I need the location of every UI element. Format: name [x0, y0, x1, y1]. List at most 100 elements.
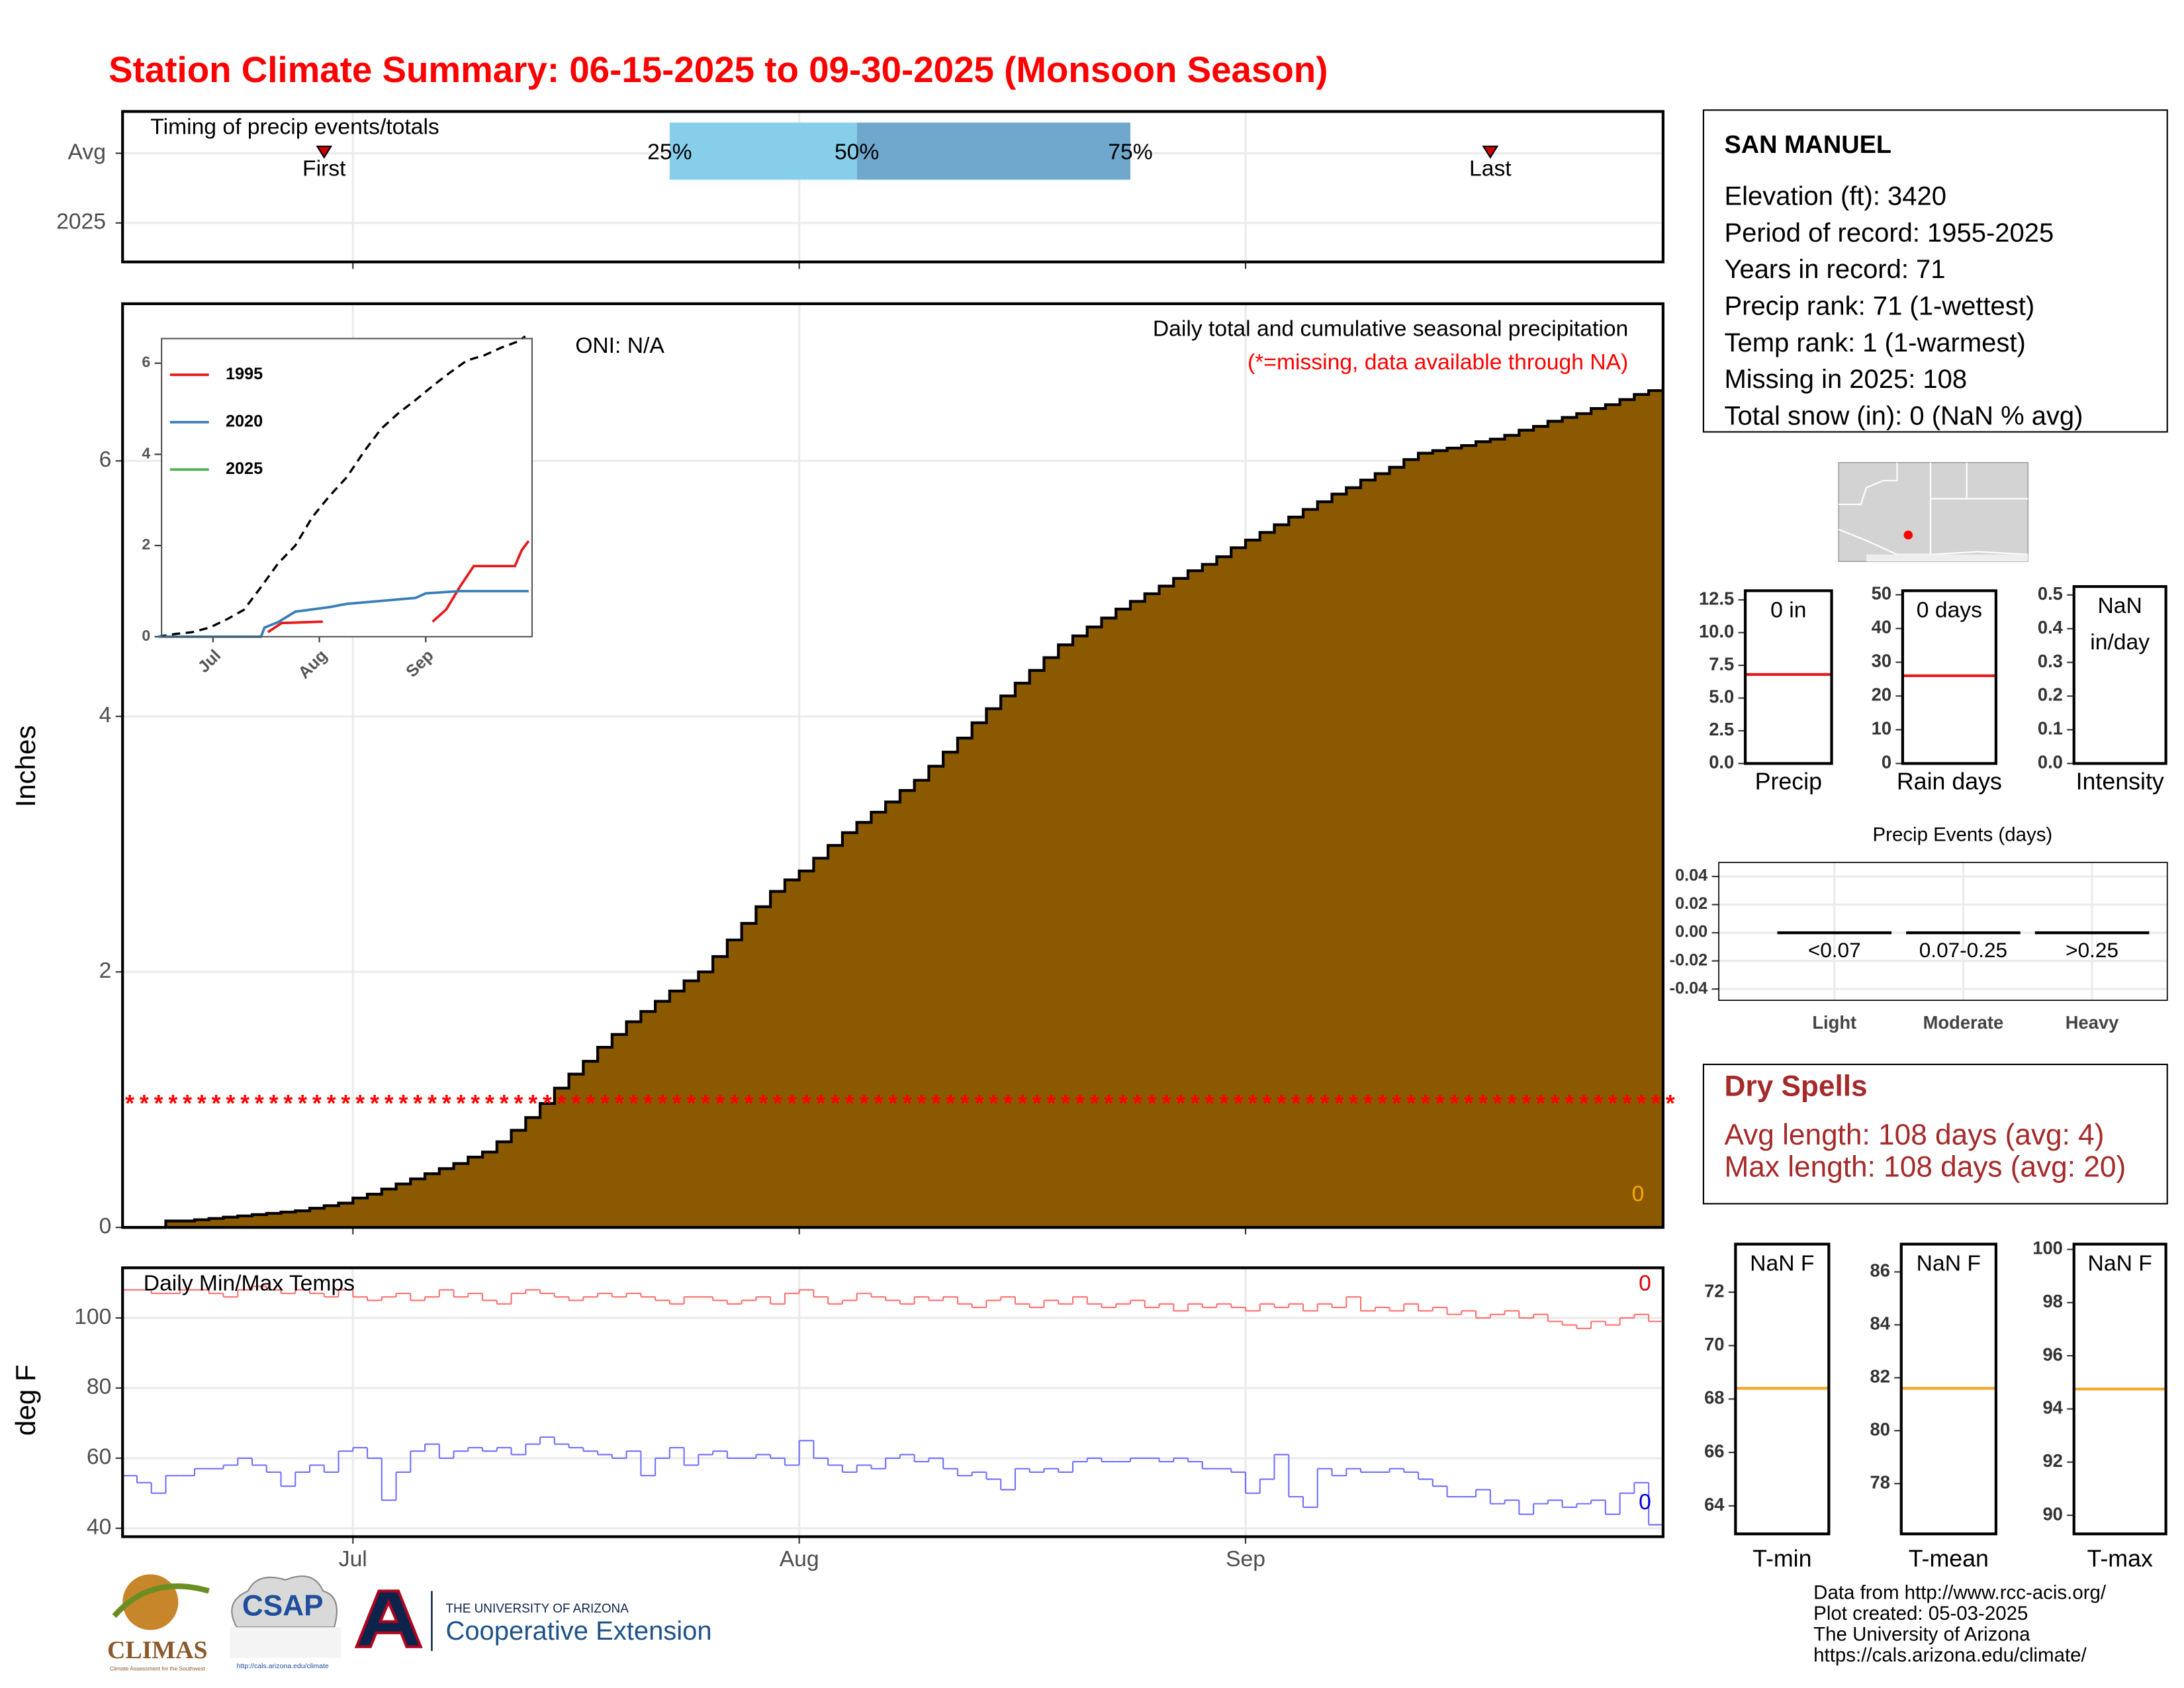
legend-label: 2020 — [226, 412, 263, 430]
cumulative-bar — [208, 1218, 224, 1228]
missing-marker: * — [1277, 1090, 1286, 1117]
missing-marker: * — [1018, 1090, 1027, 1117]
missing-marker: * — [1565, 1090, 1574, 1117]
missing-marker: * — [240, 1090, 250, 1117]
panel-bg — [1719, 862, 2167, 1001]
station-box — [1702, 109, 2168, 433]
y-tick-label: 90 — [2042, 1503, 2062, 1524]
missing-marker: * — [1320, 1090, 1330, 1117]
cumulative-bar — [1231, 547, 1246, 1228]
missing-marker: * — [514, 1090, 523, 1117]
value-label-box: 0 in — [1770, 599, 1806, 623]
row-label: Avg — [68, 140, 106, 164]
cumulative-bar — [1072, 635, 1088, 1228]
cumulative-bar — [1605, 404, 1621, 1228]
missing-marker: * — [456, 1090, 465, 1117]
panel-border — [1901, 589, 1997, 765]
cumulative-bar — [1001, 696, 1016, 1228]
y-tick-label: 0.5 — [2038, 583, 2063, 604]
x-tick-label: Jul — [339, 1547, 367, 1571]
y-tick-label: 2 — [142, 536, 150, 553]
cumulative-bar — [684, 980, 700, 1228]
series-end-label: 0 — [1639, 1271, 1651, 1295]
cumulative-bar — [1619, 399, 1635, 1228]
footer-line: Plot created: 05-03-2025 — [1813, 1603, 2028, 1624]
location-map — [1838, 462, 2029, 562]
missing-marker: * — [1032, 1090, 1042, 1117]
series-end-label: 0 — [1639, 1490, 1651, 1515]
value-label: NaN F — [1750, 1252, 1815, 1276]
category-label: Heavy — [2066, 1012, 2119, 1033]
cumulative-bar — [943, 752, 958, 1228]
missing-marker: * — [1263, 1090, 1272, 1117]
y-tick-label: 0.04 — [1675, 867, 1707, 885]
cumulative-bar — [1576, 413, 1592, 1228]
missing-marker: * — [816, 1090, 825, 1117]
y-tick-label: 0 — [1882, 752, 1891, 773]
y-tick-label: 84 — [1870, 1313, 1891, 1334]
cumulative-bar — [251, 1214, 267, 1228]
missing-marker: * — [1594, 1090, 1603, 1117]
missing-marker: * — [1148, 1090, 1157, 1117]
climas-logo-text: CLIMAS — [107, 1636, 208, 1664]
missing-marker: * — [1003, 1090, 1013, 1117]
cumulative-bar — [554, 1088, 570, 1228]
missing-marker: * — [715, 1090, 725, 1117]
y-tick-label: 72 — [1704, 1280, 1724, 1301]
y-tick-label: 100 — [2032, 1238, 2063, 1258]
panel-border — [1718, 861, 2168, 1001]
missing-marker: * — [931, 1090, 940, 1117]
y-tick-label: 80 — [1870, 1419, 1890, 1440]
y-tick-label: 0.3 — [2038, 651, 2063, 671]
missing-marker: * — [398, 1090, 408, 1117]
missing-marker: * — [413, 1090, 422, 1117]
cumulative-bar — [698, 972, 713, 1228]
quantile-label: 75% — [1108, 140, 1152, 164]
missing-marker: * — [802, 1090, 811, 1117]
missing-marker: * — [1435, 1090, 1445, 1117]
cumulative-bar — [1476, 442, 1491, 1228]
y-tick-label: 40 — [1872, 617, 1891, 637]
y-tick-label: 94 — [2042, 1397, 2063, 1418]
y-tick-label: 0.2 — [2038, 684, 2063, 705]
missing-marker: * — [586, 1090, 595, 1117]
footer-line: The University of Arizona — [1813, 1624, 2030, 1646]
cumulative-bar — [1173, 578, 1189, 1228]
missing-marker: * — [197, 1090, 206, 1117]
extension-text: Cooperative Extension — [445, 1617, 711, 1646]
cumulative-bar — [612, 1034, 627, 1228]
missing-marker: * — [1061, 1090, 1070, 1117]
y-tick-label: 6 — [99, 447, 112, 472]
y-tick-label: 0.0 — [1709, 752, 1734, 773]
cumulative-bar — [338, 1203, 354, 1228]
missing-marker: * — [687, 1090, 696, 1117]
cumulative-bar — [410, 1178, 426, 1228]
y-tick-label: -0.04 — [1670, 979, 1708, 998]
missing-marker: * — [701, 1090, 710, 1117]
cumulative-bar — [281, 1212, 296, 1228]
quantile-label: 25% — [647, 140, 692, 164]
missing-marker: * — [845, 1090, 854, 1117]
y-axis-label: deg F — [10, 1364, 41, 1436]
missing-marker: * — [658, 1090, 667, 1117]
missing-marker: * — [1118, 1090, 1128, 1117]
missing-marker: * — [183, 1090, 192, 1117]
cumulative-bar — [1130, 601, 1146, 1228]
cumulative-bar — [1346, 487, 1361, 1228]
y-tick-label: 7.5 — [1709, 653, 1734, 674]
oni-label: ONI: N/A — [575, 334, 664, 358]
cumulative-bar — [770, 891, 786, 1228]
value-label-box: NaN F — [1750, 1252, 1815, 1276]
y-tick-label: 0 — [99, 1214, 112, 1239]
event-marker — [1482, 145, 1499, 159]
y-tick-label: 96 — [2042, 1344, 2062, 1364]
station-line: Total snow (in): 0 (NaN % avg) — [1724, 402, 2083, 431]
missing-marker: * — [1334, 1090, 1343, 1117]
value-label: NaN in/day — [2090, 594, 2150, 655]
ua-logo — [354, 1589, 423, 1648]
panel-border — [121, 110, 1664, 263]
missing-marker: * — [629, 1090, 639, 1117]
station-dot — [1903, 530, 1913, 539]
value-label-box: NaN F — [1917, 1252, 1981, 1276]
panel-border — [1743, 589, 1833, 765]
